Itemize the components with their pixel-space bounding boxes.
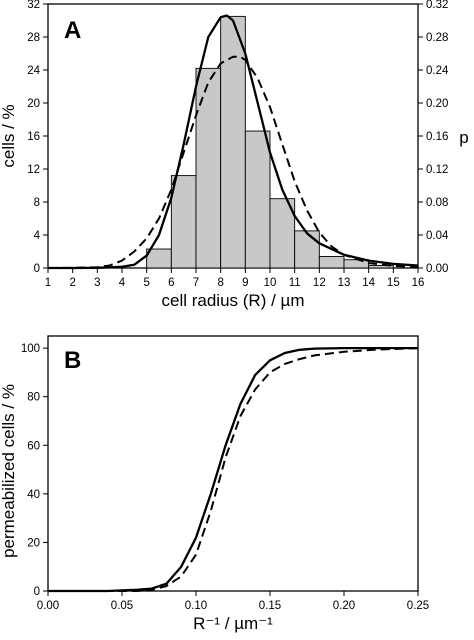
panel-a-y2-tick-label-8: 0.32 xyxy=(426,0,448,11)
panel-a-y-tick-label-1: 4 xyxy=(34,230,41,242)
panel-b-curves xyxy=(48,346,419,593)
panel-a-y-axis-title: cells / % xyxy=(0,104,18,167)
histogram-bar-6 xyxy=(294,230,320,269)
panel-a-y2-tick-label-0: 0.00 xyxy=(426,263,448,275)
panel-b-ticks: 0.00 0.05 0.10 0.15 0.20 0.25 0 20 40 60 80 100 xyxy=(21,343,429,612)
histogram-bar-3 xyxy=(220,15,246,269)
panel-a-x-tick-label-13: 14 xyxy=(362,277,375,289)
panel-a-x-tick-label-1: 2 xyxy=(69,277,75,289)
panel-a-x-axis-title: cell radius (R) / µm xyxy=(162,291,305,310)
panel-a-y-tick-label-3: 12 xyxy=(27,164,40,176)
panel-a-y-tick-label-7: 28 xyxy=(27,32,40,44)
histogram-bar-4 xyxy=(244,130,271,269)
histogram-bar-8 xyxy=(343,259,370,269)
panel-a-y2-tick-label-2: 0.08 xyxy=(426,197,448,209)
panel-b-y-tick-label-2: 40 xyxy=(27,489,40,501)
histogram-bar-5 xyxy=(269,198,296,269)
panel-a-x-tick-label-11: 12 xyxy=(313,277,326,289)
panel-a-x-tick-label-8: 9 xyxy=(242,277,248,289)
histogram-bar-1 xyxy=(170,175,197,269)
panel-a-dashed-curve xyxy=(47,55,419,269)
panel-b-x-tick-label-4: 0.20 xyxy=(333,600,355,612)
panel-a-x-tick-label-9: 10 xyxy=(264,277,277,289)
panel-b-x-tick-label-2: 0.10 xyxy=(185,600,207,612)
panel-b-label: B xyxy=(64,347,81,374)
panel-b-x-axis-title: R⁻¹ / µm⁻¹ xyxy=(193,614,273,633)
panel-b-y-tick-label-4: 80 xyxy=(27,392,40,404)
panel-a-x-tick-label-14: 15 xyxy=(387,277,400,289)
histogram-bar-0 xyxy=(146,248,172,269)
panel-b-x-tick-label-0: 0.00 xyxy=(37,600,59,612)
panel-b-dashed-curve xyxy=(48,347,419,592)
panel-a-y2-tick-label-3: 0.12 xyxy=(426,164,448,176)
panel-b-x-tick-label-1: 0.05 xyxy=(111,600,133,612)
histogram-bar-2 xyxy=(195,67,222,269)
panel-a-x-tick-label-12: 13 xyxy=(338,277,351,289)
panel-a-y-tick-label-2: 8 xyxy=(34,197,40,209)
panel-a-y-tick-label-6: 24 xyxy=(27,65,40,77)
panel-a-y2-tick-label-7: 0.28 xyxy=(426,32,448,44)
panel-b-y-axis-title: permeabilized cells / % xyxy=(0,384,18,558)
panel-b-cumulative: B R⁻¹ / µm⁻¹ permeabilized cells / % 0.0… xyxy=(0,335,429,633)
panel-b-plot-frame xyxy=(47,335,419,592)
panel-b-x-tick-label-3: 0.15 xyxy=(259,600,281,612)
panel-a-x-tick-label-15: 16 xyxy=(412,277,425,289)
panel-a-curves xyxy=(47,14,419,270)
panel-a-ticks: 1 2 3 4 5 6 7 8 9 10 11 12 13 14 15 160481216202428320.… xyxy=(27,0,449,289)
panel-a-solid-curve xyxy=(48,14,419,270)
panel-a-y2-tick-label-1: 0.04 xyxy=(426,230,449,242)
panel-a-y2-axis-title: p xyxy=(459,128,468,147)
panel-a-bars xyxy=(146,15,394,269)
panel-a-x-tick-label-6: 7 xyxy=(193,277,199,289)
panel-a-y-tick-label-8: 32 xyxy=(27,0,40,11)
panel-a-label: A xyxy=(64,17,81,44)
panel-b-y-tick-label-5: 100 xyxy=(21,343,40,355)
panel-a-x-tick-label-0: 1 xyxy=(45,277,51,289)
panel-b-y-tick-label-0: 0 xyxy=(34,586,40,598)
panel-a-x-tick-label-7: 8 xyxy=(217,277,223,289)
panel-b-y-tick-label-3: 60 xyxy=(27,440,40,452)
panel-b-y-tick-label-1: 20 xyxy=(27,537,40,549)
panel-a-x-tick-label-10: 11 xyxy=(289,277,301,289)
panel-a-x-tick-label-4: 5 xyxy=(143,277,149,289)
panel-a-x-tick-label-3: 4 xyxy=(119,277,126,289)
panel-a-y2-tick-label-5: 0.20 xyxy=(426,98,448,110)
panel-a-y-tick-label-0: 0 xyxy=(34,263,40,275)
panel-b-x-tick-label-5: 0.25 xyxy=(407,600,429,612)
panel-b-solid-curve xyxy=(48,346,418,593)
histogram-bar-7 xyxy=(318,256,345,269)
histogram-bar-9 xyxy=(368,265,394,269)
panel-a-y-tick-label-4: 16 xyxy=(27,131,40,143)
panel-a-x-tick-label-5: 6 xyxy=(168,277,174,289)
panel-a-y2-tick-label-6: 0.24 xyxy=(426,65,449,77)
panel-a-x-tick-label-2: 3 xyxy=(94,277,100,289)
panel-a-y2-tick-label-4: 0.16 xyxy=(426,131,448,143)
panel-a-y-tick-label-5: 20 xyxy=(27,98,40,110)
